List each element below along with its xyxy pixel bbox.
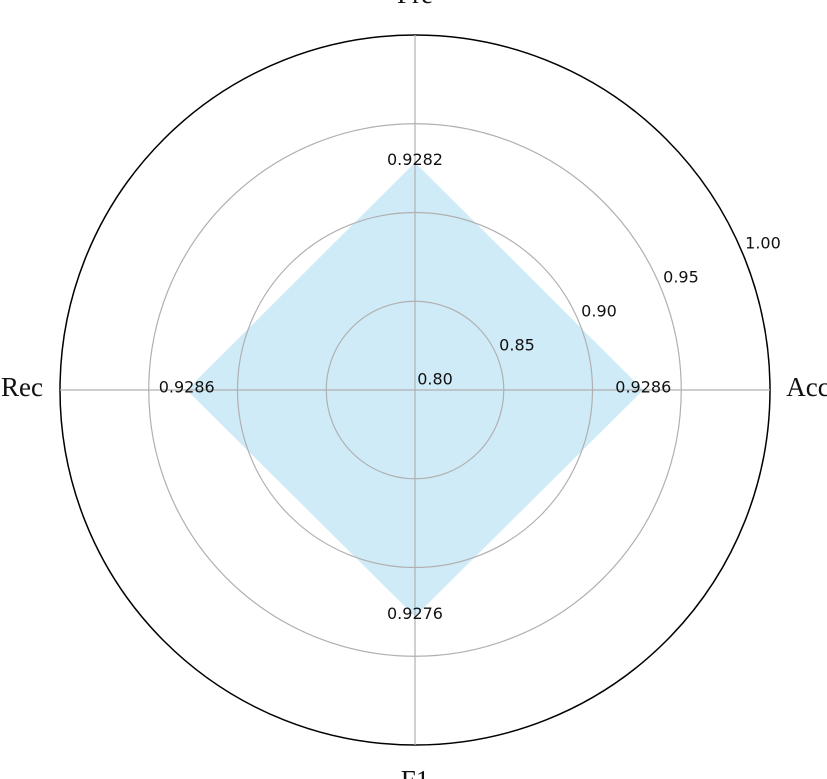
r-tick-label: 0.80: [417, 370, 453, 389]
value-label: 0.9286: [615, 378, 671, 397]
r-tick-label: 0.90: [581, 302, 617, 321]
category-label: Pre: [397, 0, 433, 9]
category-label: Rec: [1, 372, 43, 402]
r-tick-label: 1.00: [745, 234, 781, 253]
r-tick-label: 0.95: [663, 268, 699, 287]
value-label: 0.9276: [387, 604, 443, 623]
value-label: 0.9282: [387, 150, 443, 169]
category-label: Acc: [786, 372, 827, 402]
category-label: F1: [401, 765, 430, 779]
r-tick-label: 0.85: [499, 336, 535, 355]
value-label: 0.9286: [159, 378, 215, 397]
